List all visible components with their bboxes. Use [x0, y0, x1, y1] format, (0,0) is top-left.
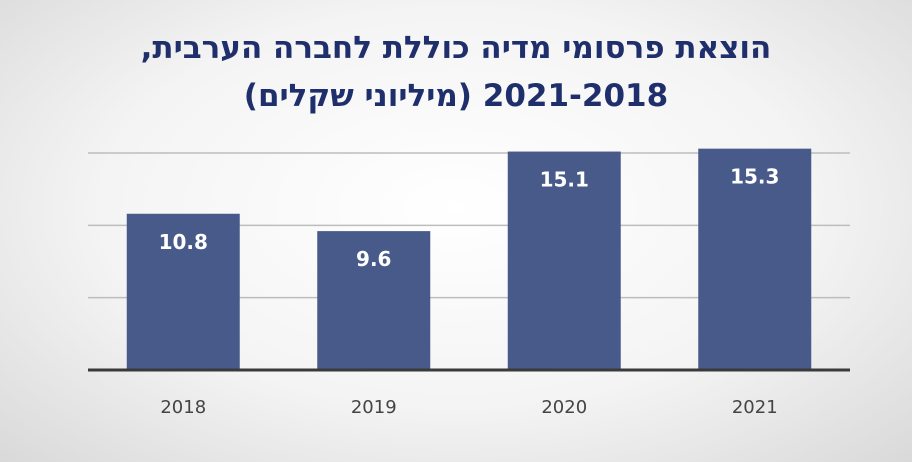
bar-value-labels: 10.8 9.6 15.1 15.3: [159, 165, 780, 271]
bar-2019: [317, 231, 431, 370]
x-tick-label: 2021: [732, 397, 778, 418]
chart-title-line-1: הוצאת פרסומי מדיה כוללת לחברה הערבית,: [140, 30, 772, 66]
x-tick-label: 2019: [351, 397, 397, 418]
x-tick-label: 2018: [160, 397, 206, 418]
x-tick-label: 2020: [541, 397, 587, 418]
bar-2018: [126, 213, 240, 370]
bar-2021: [698, 148, 812, 370]
chart-title: הוצאת פרסומי מדיה כוללת לחברה הערבית, 20…: [0, 24, 912, 120]
bar-value-label: 10.8: [159, 230, 208, 254]
bar-value-label: 15.1: [540, 168, 589, 192]
bars: [126, 148, 812, 370]
bar-value-label: 9.6: [356, 247, 391, 271]
chart-title-line-2: 2021-2018 (מיליוני שקלים): [243, 78, 669, 114]
bar-2020: [507, 151, 621, 370]
x-axis-ticks: 2018 2019 2020 2021: [160, 397, 777, 418]
bar-value-label: 15.3: [730, 165, 779, 189]
